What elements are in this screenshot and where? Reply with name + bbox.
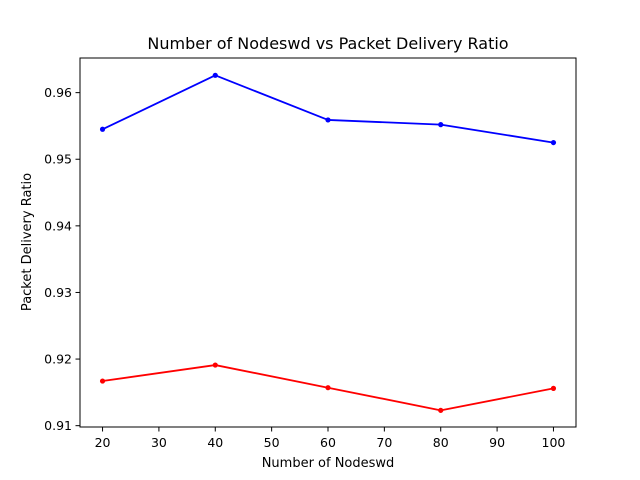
- y-tick-label: 0.91: [44, 418, 72, 433]
- y-tick-label: 0.96: [44, 85, 72, 100]
- data-point: [99, 126, 106, 132]
- y-axis: 0.91 0.92 0.93 0.94 0.95 0.96: [44, 85, 80, 433]
- x-tick-label: 20: [95, 435, 111, 450]
- plot-area: 20 30 40 50 60 70 80 90 100 0.91 0.92 0.93 0.94 0.95…: [44, 57, 577, 450]
- x-tick-label: 90: [489, 435, 505, 450]
- data-point: [212, 362, 218, 368]
- data-point: [550, 385, 557, 391]
- x-tick-label: 40: [207, 435, 223, 450]
- x-tick-label: 70: [376, 435, 392, 450]
- x-tick-label: 100: [542, 435, 566, 450]
- y-tick-label: 0.95: [44, 152, 72, 167]
- series-2: [99, 362, 557, 413]
- y-tick-label: 0.92: [44, 352, 72, 367]
- data-point: [550, 139, 557, 146]
- series-layer: [99, 72, 557, 413]
- y-tick-label: 0.94: [44, 218, 72, 233]
- x-tick-label: 50: [264, 435, 280, 450]
- data-point: [325, 385, 331, 391]
- data-point: [325, 117, 331, 123]
- y-axis-label: Packet Delivery Ratio: [20, 173, 35, 311]
- series-1: [99, 72, 557, 146]
- data-point: [438, 122, 444, 128]
- chart-title: Number of Nodeswd vs Packet Delivery Rat…: [147, 34, 508, 53]
- data-point: [438, 407, 444, 413]
- x-axis: 20 30 40 50 60 70 80 90 100: [95, 427, 566, 450]
- x-tick-label: 80: [433, 435, 449, 450]
- x-axis-label: Number of Nodeswd: [262, 456, 395, 471]
- series-line: [102, 74, 554, 144]
- data-point: [99, 378, 106, 384]
- plot-frame: [79, 57, 577, 428]
- x-tick-label: 60: [320, 435, 336, 450]
- x-tick-label: 30: [151, 435, 167, 450]
- y-tick-label: 0.93: [44, 285, 72, 300]
- data-point: [212, 72, 218, 78]
